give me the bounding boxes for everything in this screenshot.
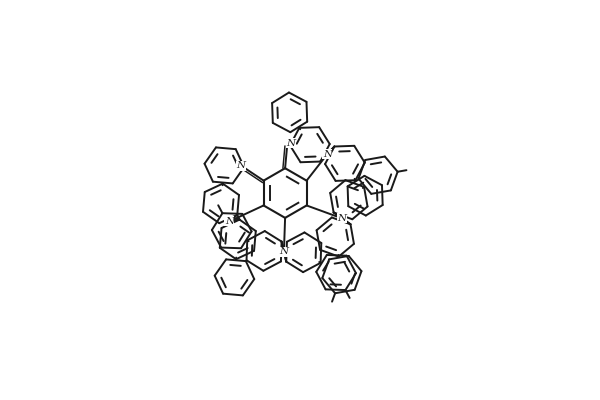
Text: N: N	[225, 217, 234, 226]
Text: N: N	[338, 214, 347, 223]
Text: N: N	[236, 161, 245, 170]
Text: N: N	[280, 247, 289, 256]
Text: N: N	[323, 150, 332, 158]
Text: N: N	[287, 139, 296, 148]
